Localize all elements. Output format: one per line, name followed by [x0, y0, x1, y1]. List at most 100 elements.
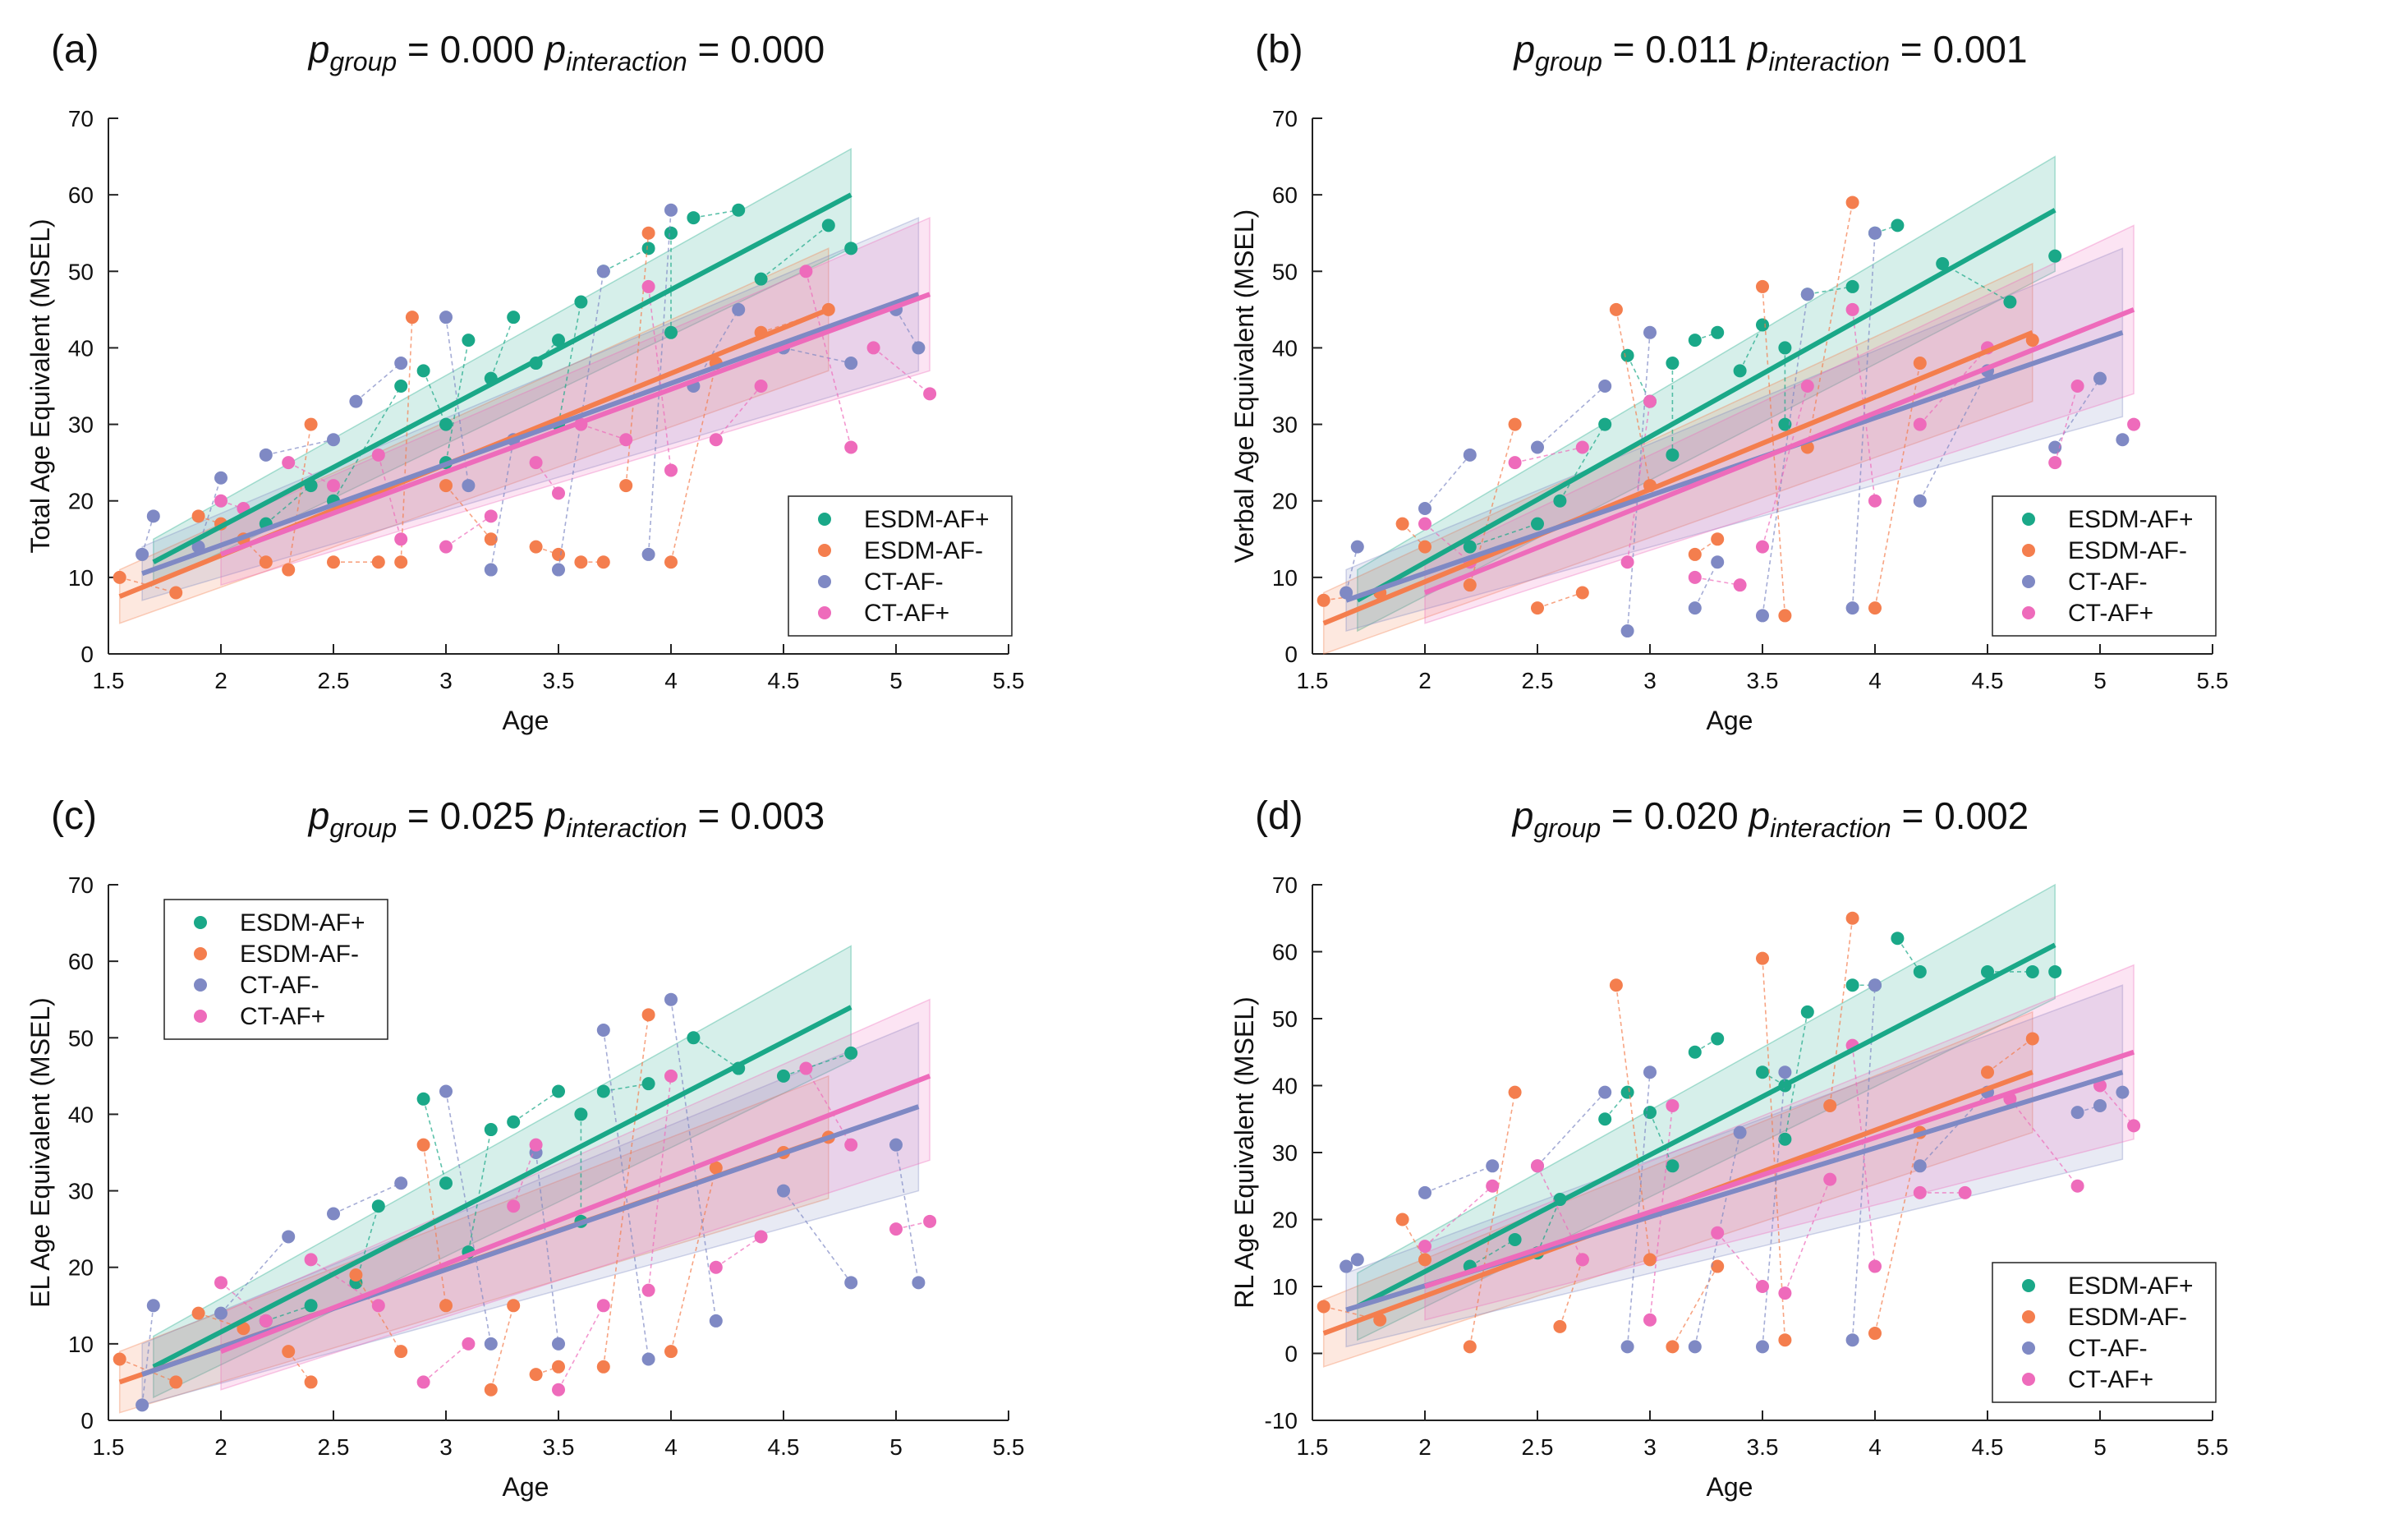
legend-label-esdm-afplus: ESDM-AF+: [864, 506, 990, 533]
x-tick-label: 2.5: [318, 1434, 350, 1460]
point-esdm-afminus: [439, 479, 453, 493]
trajectory-esdm-afplus: [1604, 1092, 1629, 1120]
trajectory-ct-afplus: [1649, 1105, 1674, 1320]
legend-marker-ct-afplus: [2022, 1373, 2035, 1386]
point-ct-afminus: [596, 1023, 610, 1037]
x-tick-label: 5.5: [2197, 1434, 2229, 1460]
ci-band-esdm-afplus: [153, 147, 852, 587]
point-esdm-afplus: [1845, 978, 1859, 992]
point-ct-afplus: [799, 265, 813, 278]
point-ct-afplus: [529, 1138, 543, 1152]
point-ct-afplus: [923, 387, 937, 401]
point-esdm-afplus: [1598, 417, 1612, 431]
point-esdm-afplus: [777, 1069, 790, 1083]
y-tick-label: 40: [1272, 1074, 1298, 1099]
trajectory-ct-afplus: [1784, 1179, 1831, 1294]
point-ct-afminus: [439, 311, 453, 324]
point-ct-afminus: [349, 394, 363, 408]
point-ct-afminus: [1688, 1340, 1702, 1354]
point-esdm-afminus: [1845, 196, 1859, 209]
legend-label-ct-afminus: CT-AF-: [240, 972, 319, 999]
point-esdm-afplus: [1711, 325, 1725, 339]
point-ct-afminus: [1868, 226, 1882, 240]
point-ct-afplus: [484, 509, 498, 523]
point-esdm-afminus: [1317, 1300, 1330, 1314]
point-ct-afminus: [1643, 325, 1657, 339]
point-ct-afminus: [1643, 1065, 1657, 1079]
point-ct-afminus: [664, 992, 678, 1006]
point-ct-afminus: [146, 509, 160, 523]
point-esdm-afminus: [641, 226, 655, 240]
point-ct-afminus: [2093, 371, 2107, 385]
point-esdm-afminus: [371, 555, 385, 569]
trajectory-esdm-afplus: [422, 370, 447, 425]
point-esdm-afminus: [169, 1375, 183, 1389]
y-axis-label: RL Age Equivalent (MSEL): [1229, 996, 1259, 1308]
point-ct-afplus: [1845, 302, 1859, 316]
point-esdm-afplus: [2048, 249, 2062, 263]
point-ct-afminus: [2093, 1098, 2107, 1112]
legend-marker-esdm-afplus: [2022, 1279, 2035, 1292]
trajectory-esdm-afminus: [422, 1144, 447, 1306]
legend-marker-ct-afplus: [2022, 606, 2035, 619]
point-ct-afminus: [912, 341, 926, 355]
trajectory-ct-afminus: [1694, 561, 1718, 609]
x-tick-label: 3: [439, 1434, 453, 1460]
point-ct-afplus: [1575, 1253, 1589, 1267]
point-esdm-afminus: [1868, 601, 1882, 615]
x-tick-label: 4.5: [768, 1434, 800, 1460]
point-esdm-afminus: [113, 1352, 126, 1366]
legend: ESDM-AF+ ESDM-AF- CT-AF- CT-AF+: [1992, 495, 2217, 637]
trajectory-esdm-afplus: [333, 385, 402, 502]
point-esdm-afplus: [439, 417, 453, 431]
legend-label-ct-afplus: CT-AF+: [864, 600, 949, 627]
y-tick-label: 0: [80, 642, 94, 667]
y-tick-label: 50: [68, 1025, 94, 1051]
point-ct-afplus: [619, 433, 633, 447]
legend-label-esdm-afminus: ESDM-AF-: [864, 537, 983, 564]
point-ct-afplus: [327, 479, 340, 493]
point-ct-afplus: [462, 1337, 476, 1351]
point-ct-afplus: [282, 456, 296, 470]
y-tick-label: 20: [1272, 1208, 1298, 1233]
x-axis-label: Age: [503, 1472, 549, 1502]
point-esdm-afplus: [1756, 1065, 1769, 1079]
trajectory-ct-afplus: [647, 1075, 672, 1291]
point-esdm-afminus: [327, 555, 340, 569]
point-esdm-afminus: [1508, 1085, 1522, 1099]
point-ct-afplus: [529, 456, 543, 470]
trajectory-ct-afminus: [1537, 385, 1606, 449]
y-tick-label: 30: [68, 1179, 94, 1204]
point-ct-afminus: [1598, 380, 1612, 393]
point-ct-afplus: [1688, 570, 1702, 584]
point-esdm-afplus: [1531, 517, 1544, 531]
legend-marker-esdm-afminus: [818, 544, 831, 557]
point-ct-afminus: [214, 1306, 227, 1320]
x-tick-label: 3.5: [1747, 668, 1779, 693]
trajectory-esdm-afminus: [670, 1167, 717, 1352]
trajectory-esdm-afminus: [355, 1274, 402, 1352]
point-ct-afplus: [552, 486, 565, 500]
trajectory-ct-afminus: [1762, 1072, 1786, 1347]
fit-line-esdm-afplus: [1356, 208, 2056, 603]
trajectory-esdm-afplus: [1649, 1111, 1674, 1167]
point-esdm-afplus: [304, 1299, 318, 1313]
point-ct-afminus: [327, 1207, 340, 1221]
y-tick-label: 60: [68, 949, 94, 974]
x-tick-label: 3.5: [543, 668, 575, 693]
x-tick-label: 5: [889, 1434, 903, 1460]
x-tick-label: 2.5: [1522, 1434, 1554, 1460]
trajectory-esdm-afminus: [242, 538, 267, 563]
ci-band-ct-afplus: [220, 998, 931, 1391]
x-tick-label: 4: [1868, 1434, 1882, 1460]
point-esdm-afminus: [259, 555, 273, 569]
point-ct-afplus: [1756, 1280, 1769, 1293]
point-esdm-afminus: [1553, 1319, 1567, 1333]
point-esdm-afplus: [1508, 1232, 1522, 1246]
point-ct-afminus: [1418, 1185, 1431, 1199]
point-ct-afplus: [1620, 555, 1634, 569]
legend-marker-esdm-afminus: [2022, 544, 2035, 557]
legend-marker-esdm-afminus: [194, 947, 207, 960]
trajectory-ct-afminus: [1345, 546, 1358, 593]
point-esdm-afminus: [1981, 1065, 1994, 1079]
